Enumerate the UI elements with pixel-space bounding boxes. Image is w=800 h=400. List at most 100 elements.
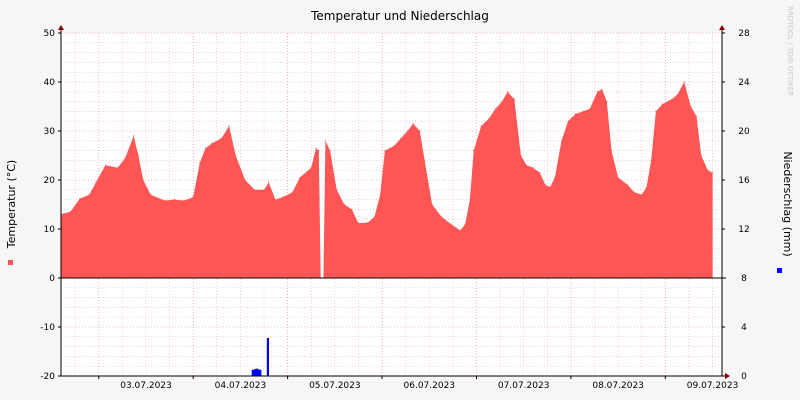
precipitation-bar xyxy=(253,369,256,376)
temperature-legend-swatch xyxy=(8,260,13,265)
y-right-tick-label: 16 xyxy=(738,176,750,186)
temperature-point xyxy=(617,176,619,179)
temperature-point xyxy=(318,150,320,152)
temperature-point xyxy=(95,181,97,183)
y-right-tick-label: 4 xyxy=(741,323,747,333)
temperature-point xyxy=(142,179,144,181)
temperature-point xyxy=(235,154,237,157)
temperature-point xyxy=(655,110,657,112)
precipitation-bar xyxy=(255,368,258,376)
temperature-point xyxy=(589,108,591,110)
temperature-point xyxy=(192,196,194,198)
temperature-point xyxy=(596,91,599,93)
temperature-point xyxy=(254,189,256,191)
temperature-point xyxy=(173,199,175,201)
temperature-point xyxy=(494,108,496,110)
y-left-tick-label: 20 xyxy=(44,176,56,186)
chart-title: Temperatur und Niederschlag xyxy=(310,9,489,23)
temperature-point xyxy=(315,147,317,149)
temperature-point xyxy=(480,125,482,127)
temperature-point xyxy=(393,145,395,147)
temperature-point xyxy=(351,208,353,210)
y-left-tick-label: -20 xyxy=(40,372,55,382)
temperature-point xyxy=(412,123,414,125)
y-right-tick-label: 28 xyxy=(738,29,750,39)
temperature-point xyxy=(700,154,702,157)
temperature-point xyxy=(459,229,461,232)
x-tick-label: 08.07.2023 xyxy=(592,381,644,391)
temperature-point xyxy=(324,140,326,142)
temperature-point xyxy=(707,169,709,171)
temperature-point xyxy=(117,167,119,169)
temperature-point xyxy=(329,150,331,152)
temperature-point xyxy=(539,172,541,174)
temperature-point xyxy=(244,179,246,181)
temperature-point xyxy=(641,194,643,196)
y-axis-left-title: Temperatur (°C) xyxy=(5,160,18,249)
temperature-point xyxy=(661,103,664,105)
y-left-tick-label: -10 xyxy=(40,323,55,333)
y-left-tick-label: 10 xyxy=(44,225,56,235)
temperature-point xyxy=(464,223,466,225)
temperature-point xyxy=(606,101,608,103)
y-axis-left-arrow xyxy=(58,25,64,30)
temperature-point xyxy=(282,196,284,198)
temperature-point xyxy=(263,189,265,191)
axes xyxy=(58,25,730,379)
temperature-point xyxy=(291,191,293,193)
temperature-point xyxy=(575,113,577,115)
temperature-point xyxy=(88,194,90,196)
precipitation-series xyxy=(251,338,269,376)
precipitation-bar xyxy=(257,369,260,376)
temperature-point xyxy=(513,98,515,100)
temperature-point xyxy=(310,167,312,169)
temperature-point xyxy=(299,176,301,179)
x-tick-label: 09.07.2023 xyxy=(687,381,739,391)
x-tick-label: 05.07.2023 xyxy=(309,381,361,391)
temperature-point xyxy=(560,140,563,142)
temperature-point xyxy=(469,199,471,201)
y-right-tick-label: 0 xyxy=(741,372,747,382)
x-tick-label: 04.07.2023 xyxy=(215,381,267,391)
temperature-point xyxy=(520,154,522,157)
temperature-point xyxy=(104,164,106,166)
temperature-point xyxy=(488,118,490,120)
temperature-point xyxy=(400,137,402,139)
x-tick-label: 03.07.2023 xyxy=(120,381,172,391)
y-right-tick-label: 8 xyxy=(741,274,747,284)
temperature-point xyxy=(199,162,201,164)
temperature-point xyxy=(336,189,338,191)
y-left-tick-label: 50 xyxy=(44,29,56,39)
temperature-point xyxy=(532,167,534,169)
y-left-tick-label: 0 xyxy=(49,274,55,284)
precipitation-bar xyxy=(259,369,262,376)
x-tick-label: 06.07.2023 xyxy=(404,381,456,391)
temperature-point xyxy=(473,150,475,152)
temperature-point xyxy=(367,222,369,224)
temperature-point xyxy=(627,184,629,186)
temperature-point xyxy=(137,154,139,157)
temperature-point xyxy=(384,150,386,152)
temperature-point xyxy=(357,222,359,224)
temperature-point xyxy=(379,194,381,196)
watermark: RRDTOOL / TOBI OETIKER xyxy=(786,6,794,96)
temperature-point xyxy=(507,91,509,93)
temperature-point xyxy=(183,200,185,202)
precipitation-bar xyxy=(251,369,254,376)
temperature-point xyxy=(220,137,223,139)
y-right-tick-label: 20 xyxy=(738,127,750,137)
temperature-point xyxy=(204,147,207,149)
y-axis-right-title: Niederschlag (mm) xyxy=(781,151,794,256)
temperature-point xyxy=(164,200,166,202)
temperature-point xyxy=(431,203,433,206)
temperature-point xyxy=(268,181,270,183)
temperature-point xyxy=(549,186,551,188)
temperature-point xyxy=(544,184,547,186)
temperature-point xyxy=(133,135,135,137)
temperature-point xyxy=(419,130,421,132)
temperature-point xyxy=(525,164,528,166)
temperature-point xyxy=(677,93,679,95)
temperature-series xyxy=(60,81,714,279)
